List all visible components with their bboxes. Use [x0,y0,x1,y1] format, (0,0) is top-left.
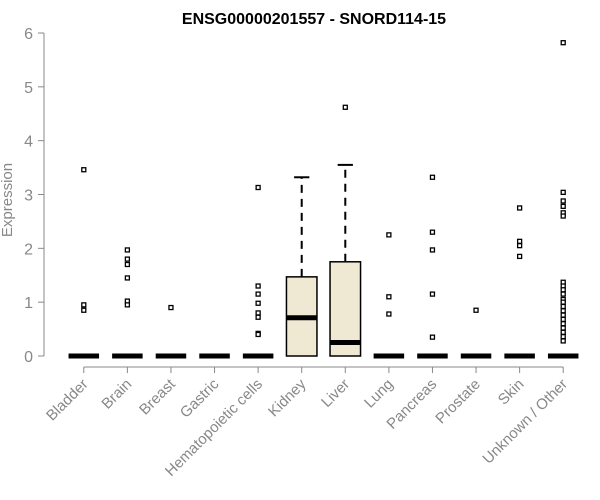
y-tick-label: 1 [24,295,33,312]
outlier-point [429,291,436,297]
outlier-point [560,189,566,195]
box-bladder [68,167,100,359]
x-tick-label: Skin [495,376,528,409]
outlier-point [81,167,87,173]
outlier-point [429,334,436,340]
outlier-point [560,198,566,204]
outlier-point [560,333,566,340]
outlier-point [560,308,566,314]
outlier-point [255,291,261,297]
outlier-point [560,40,566,46]
outlier-point [560,329,566,335]
outlier-point [81,307,87,313]
box-brain [112,247,143,359]
outlier-point [516,242,523,249]
outlier-point [516,253,523,260]
x-tick-label: Prostate [432,376,484,428]
box-series [68,40,579,359]
chart-title: ENSG00000201557 - SNORD114-15 [182,11,446,28]
outlier-point [124,247,131,253]
x-tick-label: Lung [361,376,397,412]
outlier-point [516,205,523,211]
outlier-point [255,331,261,338]
outlier-point [429,247,436,253]
outlier-point [560,338,566,344]
outlier-point [168,304,174,311]
outlier-point [255,310,261,316]
outlier-point [124,261,131,268]
outlier-point [124,256,131,262]
outlier-point [255,300,261,306]
y-tick-label: 0 [24,349,33,366]
y-axis-label: Expression [0,163,16,237]
box-lung [373,232,405,359]
box-prostate [460,307,492,359]
outlier-point [124,275,131,281]
outlier-point [560,303,566,310]
box-unknown-other [547,40,579,359]
outlier-point [560,203,566,209]
y-tick-label: 4 [24,134,33,151]
box-hematopoietic-cells [242,184,274,359]
outlier-point [255,184,261,191]
y-tick-label: 2 [24,241,33,258]
outlier-point [560,287,566,293]
outlier-point [429,174,436,180]
outlier-point [560,325,566,331]
outlier-point [473,307,479,313]
x-tick-label: Kidney [265,375,310,420]
outlier-point [124,302,131,308]
outlier-point [560,299,566,305]
y-tick-label: 3 [24,188,33,205]
box-pancreas [417,174,448,359]
box-liver [329,104,362,357]
x-tick-label: Bladder [43,376,92,425]
outlier-point [386,294,392,300]
outlier-point [255,314,261,320]
x-tick-label: Breast [136,375,179,418]
y-tick-label: 5 [24,80,33,97]
outlier-point [255,283,261,289]
outlier-point [386,232,392,238]
outlier-point [429,229,436,235]
x-tick-label: Brain [98,376,135,413]
box-kidney [285,176,318,357]
outlier-point [342,104,348,110]
box-skin [504,205,535,359]
x-tick-label: Liver [318,376,353,411]
outlier-point [516,238,523,244]
outlier-point [560,321,566,327]
outlier-point [81,302,87,308]
y-tick-label: 6 [24,26,33,43]
box-breast [155,304,187,359]
outlier-point [560,213,566,219]
y-axis: 0 1 2 3 4 5 6 [24,26,45,366]
outlier-point [560,312,566,318]
outlier-point [560,291,566,297]
outlier-point [386,311,392,317]
outlier-point [560,316,566,323]
